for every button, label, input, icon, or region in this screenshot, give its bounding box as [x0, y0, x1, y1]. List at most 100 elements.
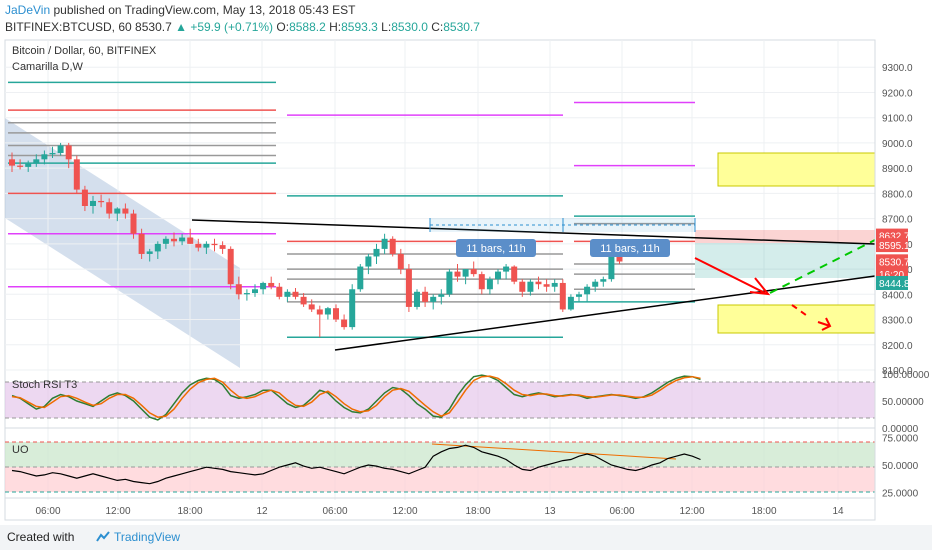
price-tag-label: 8530.7: [879, 257, 910, 268]
uo-tick-label: 25.0000: [882, 489, 919, 500]
candle-body: [397, 253, 404, 270]
candle-body: [584, 286, 591, 295]
price-tag-label: 8444.8: [879, 279, 910, 290]
candle-body: [122, 208, 129, 214]
candle-body: [195, 243, 202, 248]
time-tick-label: 12:00: [679, 506, 704, 517]
candle-body: [341, 319, 348, 328]
price-tick-label: 8200.0: [882, 341, 913, 352]
candle-body: [130, 213, 137, 234]
candle-body: [519, 281, 526, 292]
candle-body: [65, 145, 72, 160]
publish-info: published on TradingView.com, May 13, 20…: [53, 3, 356, 17]
ohlc-close: 8530.7: [443, 20, 480, 34]
lower-trendline[interactable]: [334, 275, 876, 351]
bars-label-1: 11 bars, 11h: [466, 243, 526, 255]
candle-body: [211, 243, 218, 246]
indicator-axes: 0.00000 50.00000 100.00000 25.0000 50.0000 75…: [882, 370, 930, 500]
resistance-zone: [717, 152, 876, 187]
last-price: 8530.7: [135, 20, 172, 34]
ohlc-close-label: C:: [431, 20, 444, 34]
candle-body: [235, 284, 242, 295]
candle-body: [576, 294, 582, 297]
symbol-name: BITFINEX:BTCUSD, 60: [5, 20, 132, 34]
candle-body: [57, 145, 64, 154]
upper-trendline[interactable]: [191, 219, 876, 245]
time-tick-label: 18:00: [465, 506, 490, 517]
candle-body: [527, 281, 534, 292]
candle-body: [292, 291, 299, 297]
candle-body: [90, 200, 96, 206]
uo-tick-label: 50.0000: [882, 461, 919, 472]
candle-body: [422, 291, 429, 302]
candle-body: [284, 291, 291, 297]
candle-body: [17, 165, 24, 167]
stoch-tick-label: 50.00000: [882, 397, 924, 408]
time-tick-label: 12:00: [392, 506, 417, 517]
candle-body: [405, 269, 412, 307]
price-tag-label: 16:20: [879, 270, 904, 281]
time-tick-label: 06:00: [35, 506, 60, 517]
candle-body: [308, 304, 315, 310]
price-tag: [876, 276, 908, 291]
time-tick-label: 13: [544, 506, 556, 517]
candle-body: [25, 163, 32, 167]
price-tag-label: 8595.1: [879, 241, 910, 252]
up-arrow-icon: ▲: [175, 20, 187, 34]
candle-body: [543, 284, 550, 287]
candle-body: [430, 296, 437, 302]
ohlc-high-label: H:: [329, 20, 342, 34]
candle-body: [414, 291, 420, 307]
candle-body: [243, 293, 250, 295]
time-tick-label: 06:00: [609, 506, 634, 517]
candle-body: [41, 154, 48, 160]
candle-body: [162, 238, 169, 244]
candle-body: [252, 289, 258, 294]
candle-body: [551, 282, 558, 287]
breakdown-projection: [791, 304, 807, 316]
candle-body: [227, 248, 234, 285]
candle-body: [567, 296, 574, 310]
candle-body: [316, 309, 323, 315]
price-tag: [876, 238, 908, 253]
candle-body: [511, 266, 518, 282]
candle-body: [592, 281, 599, 287]
time-tick-label: 12:00: [105, 506, 130, 517]
target-zone: [695, 243, 875, 278]
publish-line: JaDeVin published on TradingView.com, Ma…: [5, 3, 355, 17]
candle-body: [324, 308, 331, 315]
camarilla-label: Camarilla D,W: [12, 61, 83, 73]
candle-body: [260, 282, 267, 290]
price-tick-label: 8900.0: [882, 164, 913, 175]
candle-body: [559, 282, 566, 310]
stoch-tick-label: 0.00000: [882, 424, 919, 435]
uo-bear-band: [5, 467, 875, 492]
uo-pane: [5, 441, 875, 499]
candle-body: [114, 208, 121, 214]
candle-body: [357, 266, 364, 290]
candle-body: [33, 159, 40, 164]
candle-body: [81, 189, 88, 206]
candle-body: [535, 281, 542, 285]
ohlc-low: 8530.0: [391, 20, 428, 34]
tradingview-link[interactable]: TradingView: [114, 530, 181, 544]
time-tick-label: 06:00: [322, 506, 347, 517]
candle-body: [171, 238, 177, 242]
price-tag: [876, 254, 908, 269]
breakdown-arrow-icon: [817, 317, 832, 331]
price-tick-label: 9000.0: [882, 139, 913, 150]
candle-body: [49, 153, 56, 155]
bars-badge-1: [456, 239, 536, 257]
candle-body: [300, 296, 307, 305]
candle-body: [470, 269, 477, 275]
candle-body: [495, 271, 501, 280]
author-link[interactable]: JaDeVin: [5, 3, 51, 17]
tradingview-logo-icon: [96, 531, 110, 542]
bars-badge-2: [590, 239, 670, 257]
candle-body: [154, 243, 161, 252]
candle-body: [138, 233, 145, 254]
price-tick-label: 9200.0: [882, 88, 913, 99]
main-pane-title: Bitcoin / Dollar, 60, BITFINEX: [12, 45, 157, 57]
